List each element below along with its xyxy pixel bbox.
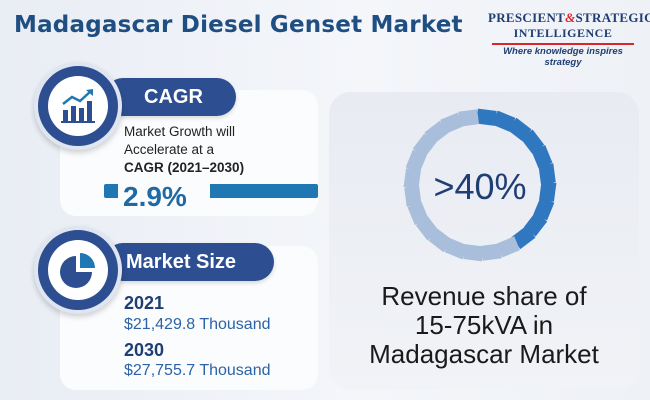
ring-segment (539, 180, 557, 202)
value-2030: $27,755.7 Thousand (124, 362, 271, 379)
cagr-description: Market Growth will Accelerate at a CAGR … (124, 124, 245, 175)
brand-line-1: PRESCIENT&STRATEGIC (488, 10, 650, 26)
cagr-value: 2.9% (123, 181, 187, 212)
brand-word-prescient: PRESCIENT (488, 10, 566, 25)
ring-segment (404, 185, 422, 207)
market-size-icon-badge (34, 226, 122, 314)
revenue-share-card (329, 92, 639, 390)
brand-divider (492, 43, 634, 45)
brand-line-2: INTELLIGENCE (513, 26, 613, 40)
market-size-label: Market Size (126, 250, 237, 273)
ring-segment (480, 243, 502, 261)
ring-segment (440, 112, 464, 134)
page-title: Madagascar Diesel Genset Market (14, 12, 463, 38)
revenue-share-text: Revenue share of 15-75kVA in Madagascar … (369, 281, 599, 369)
year-2030: 2030 (124, 340, 165, 360)
ring-segment (496, 236, 520, 258)
brand-tagline: Where knowledge inspires strategy (503, 46, 623, 68)
ring-segment (533, 197, 555, 221)
pie-chart-icon (60, 253, 95, 288)
ring-segment (407, 201, 429, 225)
ring-segment (463, 244, 485, 262)
revenue-share-ring (403, 108, 557, 262)
ring-segment (511, 225, 536, 250)
brand-word-strategic: STRATEGIC (575, 10, 650, 25)
revenue-share-percent: >40% (433, 166, 527, 207)
cagr-label: CAGR (144, 85, 203, 108)
ring-segment (538, 163, 556, 185)
ring-segment (531, 145, 553, 169)
ring-segment (520, 129, 545, 154)
ring-segment (415, 216, 440, 241)
ring-segment (475, 108, 497, 126)
cagr-label-pill: CAGR (104, 78, 236, 116)
ring-segment (424, 120, 449, 145)
cagr-icon-badge (34, 62, 122, 150)
value-2021: $21,429.8 Thousand (124, 316, 271, 333)
ring-segment (492, 110, 516, 132)
ring-segment (458, 109, 480, 127)
brand-logo: PRESCIENT&STRATEGIC INTELLIGENCE Where k… (488, 10, 650, 68)
brand-ampersand: & (565, 10, 576, 25)
year-2021: 2021 (124, 293, 165, 313)
market-size-label-pill: Market Size (104, 243, 274, 281)
ring-segment (444, 238, 468, 260)
ring-segment (403, 168, 421, 190)
ring-segment (405, 149, 427, 173)
growth-chart-icon (61, 89, 95, 123)
